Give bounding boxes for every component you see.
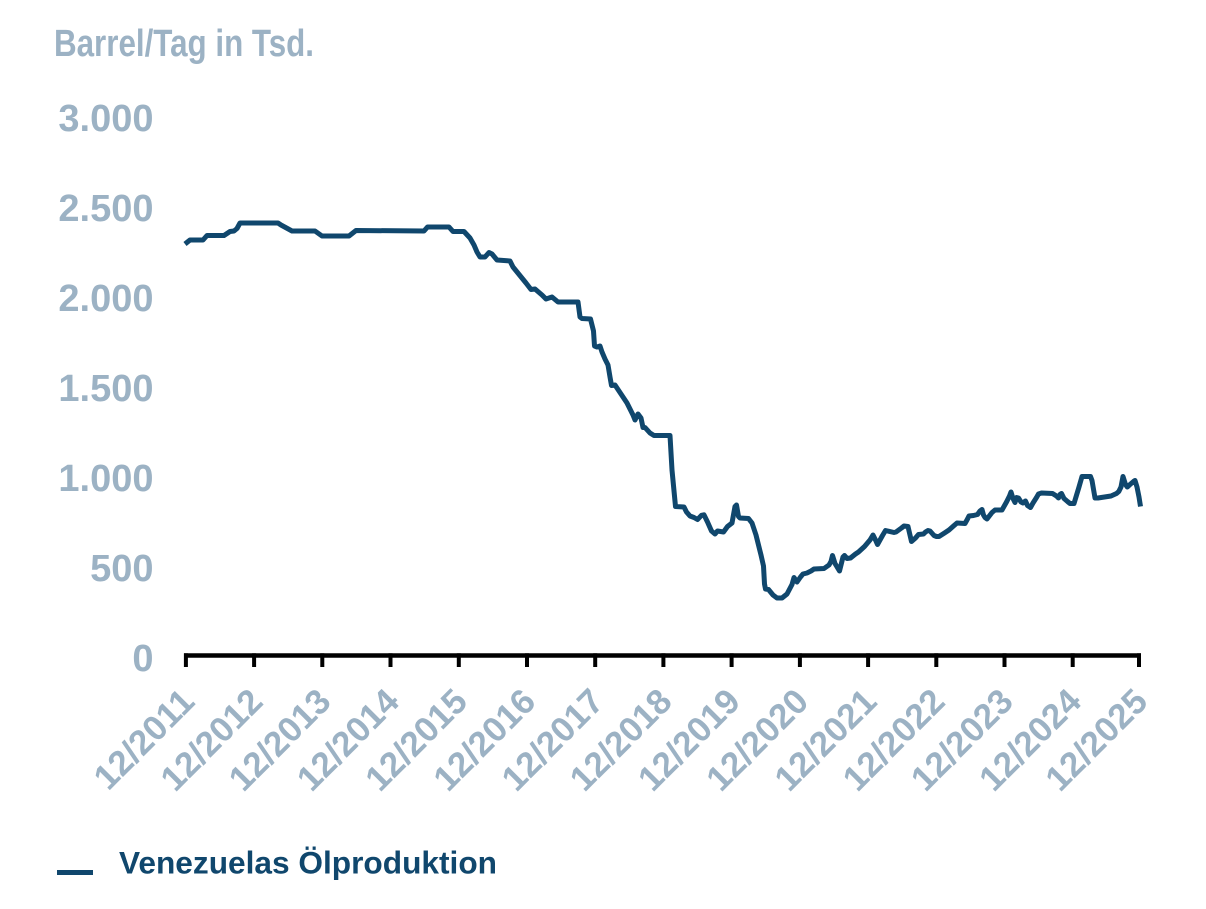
svg-text:Venezuelas Ölproduktion: Venezuelas Ölproduktion	[119, 845, 497, 881]
svg-text:2.500: 2.500	[58, 188, 153, 230]
svg-text:Barrel/Tag in Tsd.: Barrel/Tag in Tsd.	[54, 23, 314, 65]
svg-text:1.000: 1.000	[58, 458, 153, 500]
svg-text:3.000: 3.000	[58, 98, 153, 140]
svg-text:2.000: 2.000	[58, 278, 153, 320]
svg-text:0: 0	[132, 638, 153, 680]
svg-text:1.500: 1.500	[58, 368, 153, 410]
svg-text:500: 500	[90, 548, 153, 590]
